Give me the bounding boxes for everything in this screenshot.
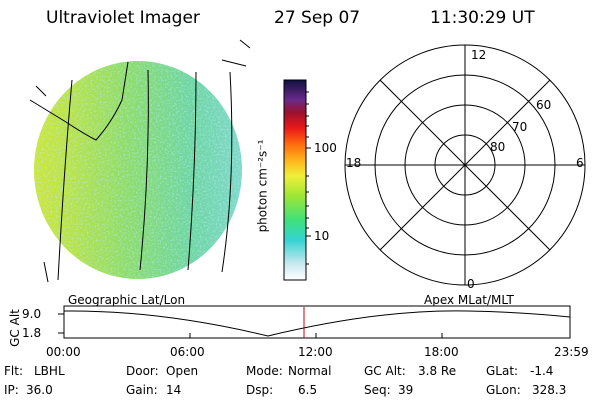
mlt-label-dawn: 6 xyxy=(576,156,584,170)
orbit-x-tick: 00:00 xyxy=(46,345,81,359)
orbit-y-tick: 9.0 xyxy=(22,307,42,321)
orbit-y-axis-label: GC Alt xyxy=(7,309,22,347)
colorbar-tick-label: 100 xyxy=(314,141,337,155)
mlt-label-noon: 12 xyxy=(471,48,487,62)
colorbar-tick-label: 10 xyxy=(314,229,330,243)
glat-label: GLat: xyxy=(486,364,519,378)
filter-value: LBHL xyxy=(34,364,65,378)
mlat-label: 70 xyxy=(512,120,528,134)
mode-label: Mode: xyxy=(246,364,283,378)
mlt-label-dusk: 18 xyxy=(346,156,362,170)
image-time: 11:30:29 UT xyxy=(430,8,535,28)
image-date: 27 Sep 07 xyxy=(274,8,361,28)
dsp-value: 6.5 xyxy=(298,383,318,397)
gc-alt-label: GC Alt: xyxy=(364,364,406,378)
ip-value: 36.0 xyxy=(26,383,53,397)
colorbar-unit-label: photon cm⁻²s⁻¹ xyxy=(255,139,270,233)
orbit-x-tick: 18:00 xyxy=(424,345,459,359)
mlat-label: 80 xyxy=(490,140,506,154)
glat-value: -1.4 xyxy=(530,364,554,378)
dsp-label: Dsp: xyxy=(246,383,274,397)
orbit-x-tick: 23:59 xyxy=(554,345,589,359)
geographic-grid xyxy=(29,39,251,283)
orbit-y-tick: 1.8 xyxy=(22,326,42,340)
door-value: Open xyxy=(166,364,199,378)
orbit-altitude-curve xyxy=(63,310,571,337)
door-label: Door: xyxy=(126,364,159,378)
orbit-x-tick: 12:00 xyxy=(298,345,333,359)
filter-label: Flt: xyxy=(4,364,23,378)
glon-label: GLon: xyxy=(486,383,521,397)
gain-value: 14 xyxy=(166,383,182,397)
orbit-x-tick: 06:00 xyxy=(170,345,205,359)
earth-disk-image xyxy=(29,39,251,283)
polar-grid xyxy=(344,44,586,286)
orbit-plot-frame xyxy=(58,305,571,339)
seq-value: 39 xyxy=(398,383,414,397)
mode-value: Normal xyxy=(288,364,332,378)
orbit-right-caption: Apex MLat/MLT xyxy=(424,293,514,307)
gain-label: Gain: xyxy=(126,383,158,397)
color-scale-bar xyxy=(283,79,311,281)
seq-label: Seq: xyxy=(364,383,391,397)
mlt-label-midnight: 0 xyxy=(467,277,475,291)
instrument-title: Ultraviolet Imager xyxy=(46,8,200,28)
glon-value: 328.3 xyxy=(532,383,567,397)
mlat-label: 60 xyxy=(536,98,552,112)
gc-alt-value: 3.8 Re xyxy=(418,364,457,378)
orbit-left-caption: Geographic Lat/Lon xyxy=(68,293,186,307)
ip-label: IP: xyxy=(4,383,19,397)
